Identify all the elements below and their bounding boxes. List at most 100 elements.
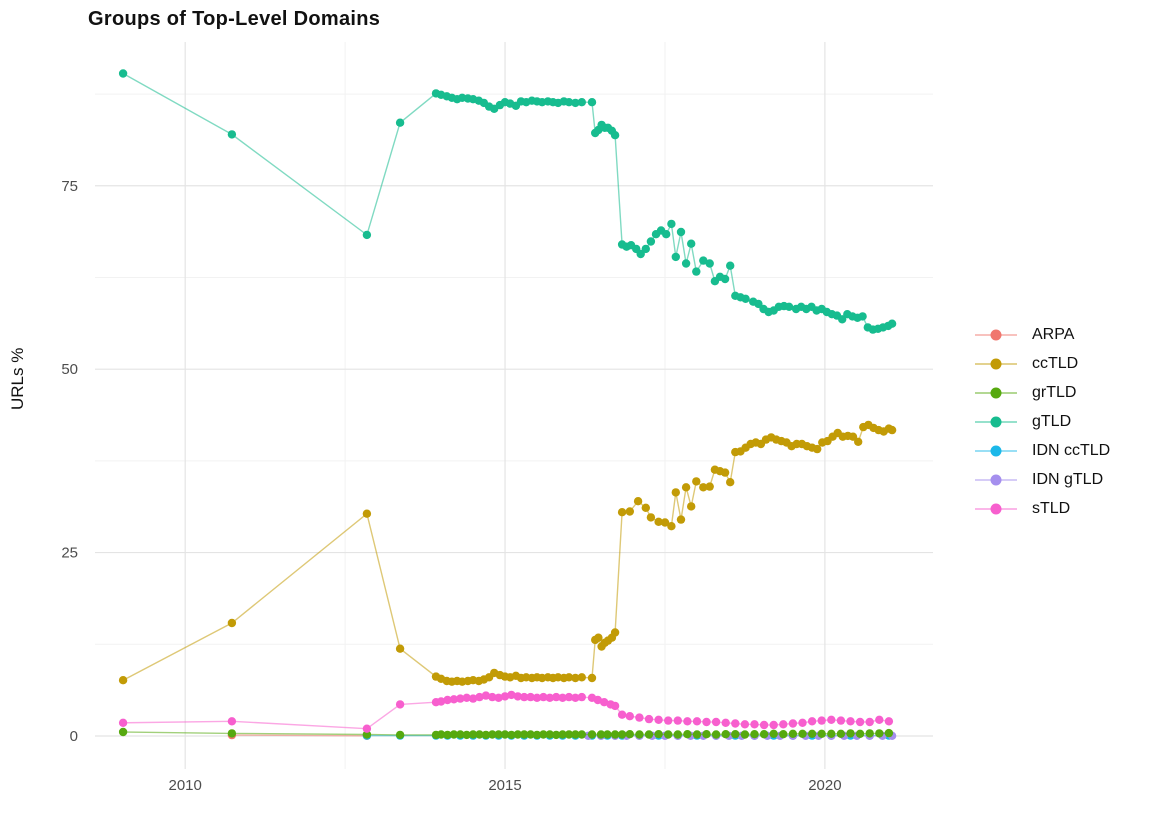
data-point — [813, 444, 822, 454]
data-point — [564, 98, 574, 107]
data-point — [848, 432, 858, 441]
data-point — [449, 730, 459, 739]
data-point — [468, 694, 478, 703]
data-point — [788, 719, 798, 728]
data-point — [610, 730, 620, 739]
data-point — [671, 252, 680, 262]
data-point — [362, 230, 372, 240]
data-point — [664, 716, 673, 725]
data-point — [539, 692, 548, 702]
data-point — [558, 730, 567, 739]
data-point — [711, 717, 721, 727]
legend-key-icon — [975, 474, 1017, 486]
data-point — [596, 730, 606, 739]
data-point — [520, 692, 529, 702]
data-point — [625, 507, 634, 516]
data-point — [836, 729, 846, 738]
data-point — [827, 729, 836, 738]
data-point — [855, 729, 865, 738]
data-point — [855, 717, 865, 727]
data-point — [577, 692, 586, 702]
data-point — [676, 227, 686, 237]
series-arpa — [227, 730, 372, 740]
data-point — [488, 730, 497, 739]
data-point — [769, 729, 778, 738]
data-point — [513, 692, 522, 701]
legend-label: ccTLD — [1032, 354, 1079, 372]
data-point — [395, 730, 405, 740]
series-line — [122, 424, 893, 683]
data-point — [118, 676, 128, 685]
data-point — [118, 718, 128, 727]
series-stld — [118, 690, 894, 733]
data-point — [617, 710, 627, 719]
data-point — [577, 730, 586, 739]
data-point — [681, 483, 691, 492]
data-point — [587, 673, 597, 683]
data-point — [520, 730, 529, 739]
data-point — [456, 694, 465, 703]
data-point — [545, 730, 554, 739]
data-point — [720, 468, 730, 477]
legend-key-dot — [990, 445, 1002, 456]
data-point — [788, 729, 798, 738]
data-point — [539, 730, 548, 739]
data-point — [875, 715, 884, 724]
data-point — [587, 730, 597, 739]
data-point — [227, 618, 237, 628]
data-point — [702, 717, 711, 727]
legend-key-icon — [975, 445, 1017, 457]
data-point — [720, 274, 730, 284]
data-point — [594, 633, 603, 642]
data-point — [660, 518, 670, 527]
data-point — [884, 717, 894, 726]
legend-label: IDN gTLD — [1032, 470, 1104, 488]
data-point — [807, 717, 817, 726]
legend-item-stld: sTLD — [975, 494, 1110, 523]
data-point — [603, 730, 612, 739]
data-point — [507, 690, 516, 700]
data-point — [462, 730, 471, 740]
y-tick-label: 75 — [61, 178, 78, 195]
series-line — [122, 72, 893, 331]
data-point — [532, 693, 542, 702]
data-point — [721, 718, 730, 727]
legend-label: gTLD — [1032, 412, 1072, 430]
data-point — [481, 691, 491, 700]
data-point — [654, 715, 663, 724]
chart-title: Groups of Top-Level Domains — [88, 8, 381, 30]
data-point — [610, 131, 620, 140]
data-point — [699, 256, 708, 265]
data-point — [436, 730, 446, 739]
data-point — [705, 482, 714, 491]
data-point — [532, 730, 542, 740]
data-point — [571, 673, 580, 683]
data-point — [587, 98, 597, 107]
data-point — [552, 730, 561, 740]
data-point — [475, 692, 484, 702]
data-point — [846, 729, 855, 738]
legend: ARPA ccTLD grTLD gTLD IDN ccTLD IDN gTLD sTLD — [975, 320, 1110, 523]
data-point — [571, 98, 580, 108]
data-point — [571, 693, 580, 702]
data-point — [827, 715, 836, 724]
legend-key-dot — [990, 416, 1002, 427]
data-point — [687, 239, 696, 248]
data-point — [754, 299, 763, 309]
data-point — [443, 695, 452, 705]
data-point — [692, 477, 701, 486]
data-point — [887, 425, 897, 435]
data-point — [731, 730, 740, 739]
legend-key-dot — [990, 503, 1002, 514]
data-point — [667, 219, 676, 229]
data-point — [227, 130, 237, 139]
data-point — [610, 628, 620, 637]
data-point — [865, 717, 874, 727]
data-point — [817, 716, 826, 725]
legend-key-icon — [975, 416, 1017, 428]
legend-key-icon — [975, 387, 1017, 399]
y-tick-label: 50 — [61, 361, 78, 378]
data-point — [475, 730, 484, 739]
data-point — [494, 693, 503, 702]
